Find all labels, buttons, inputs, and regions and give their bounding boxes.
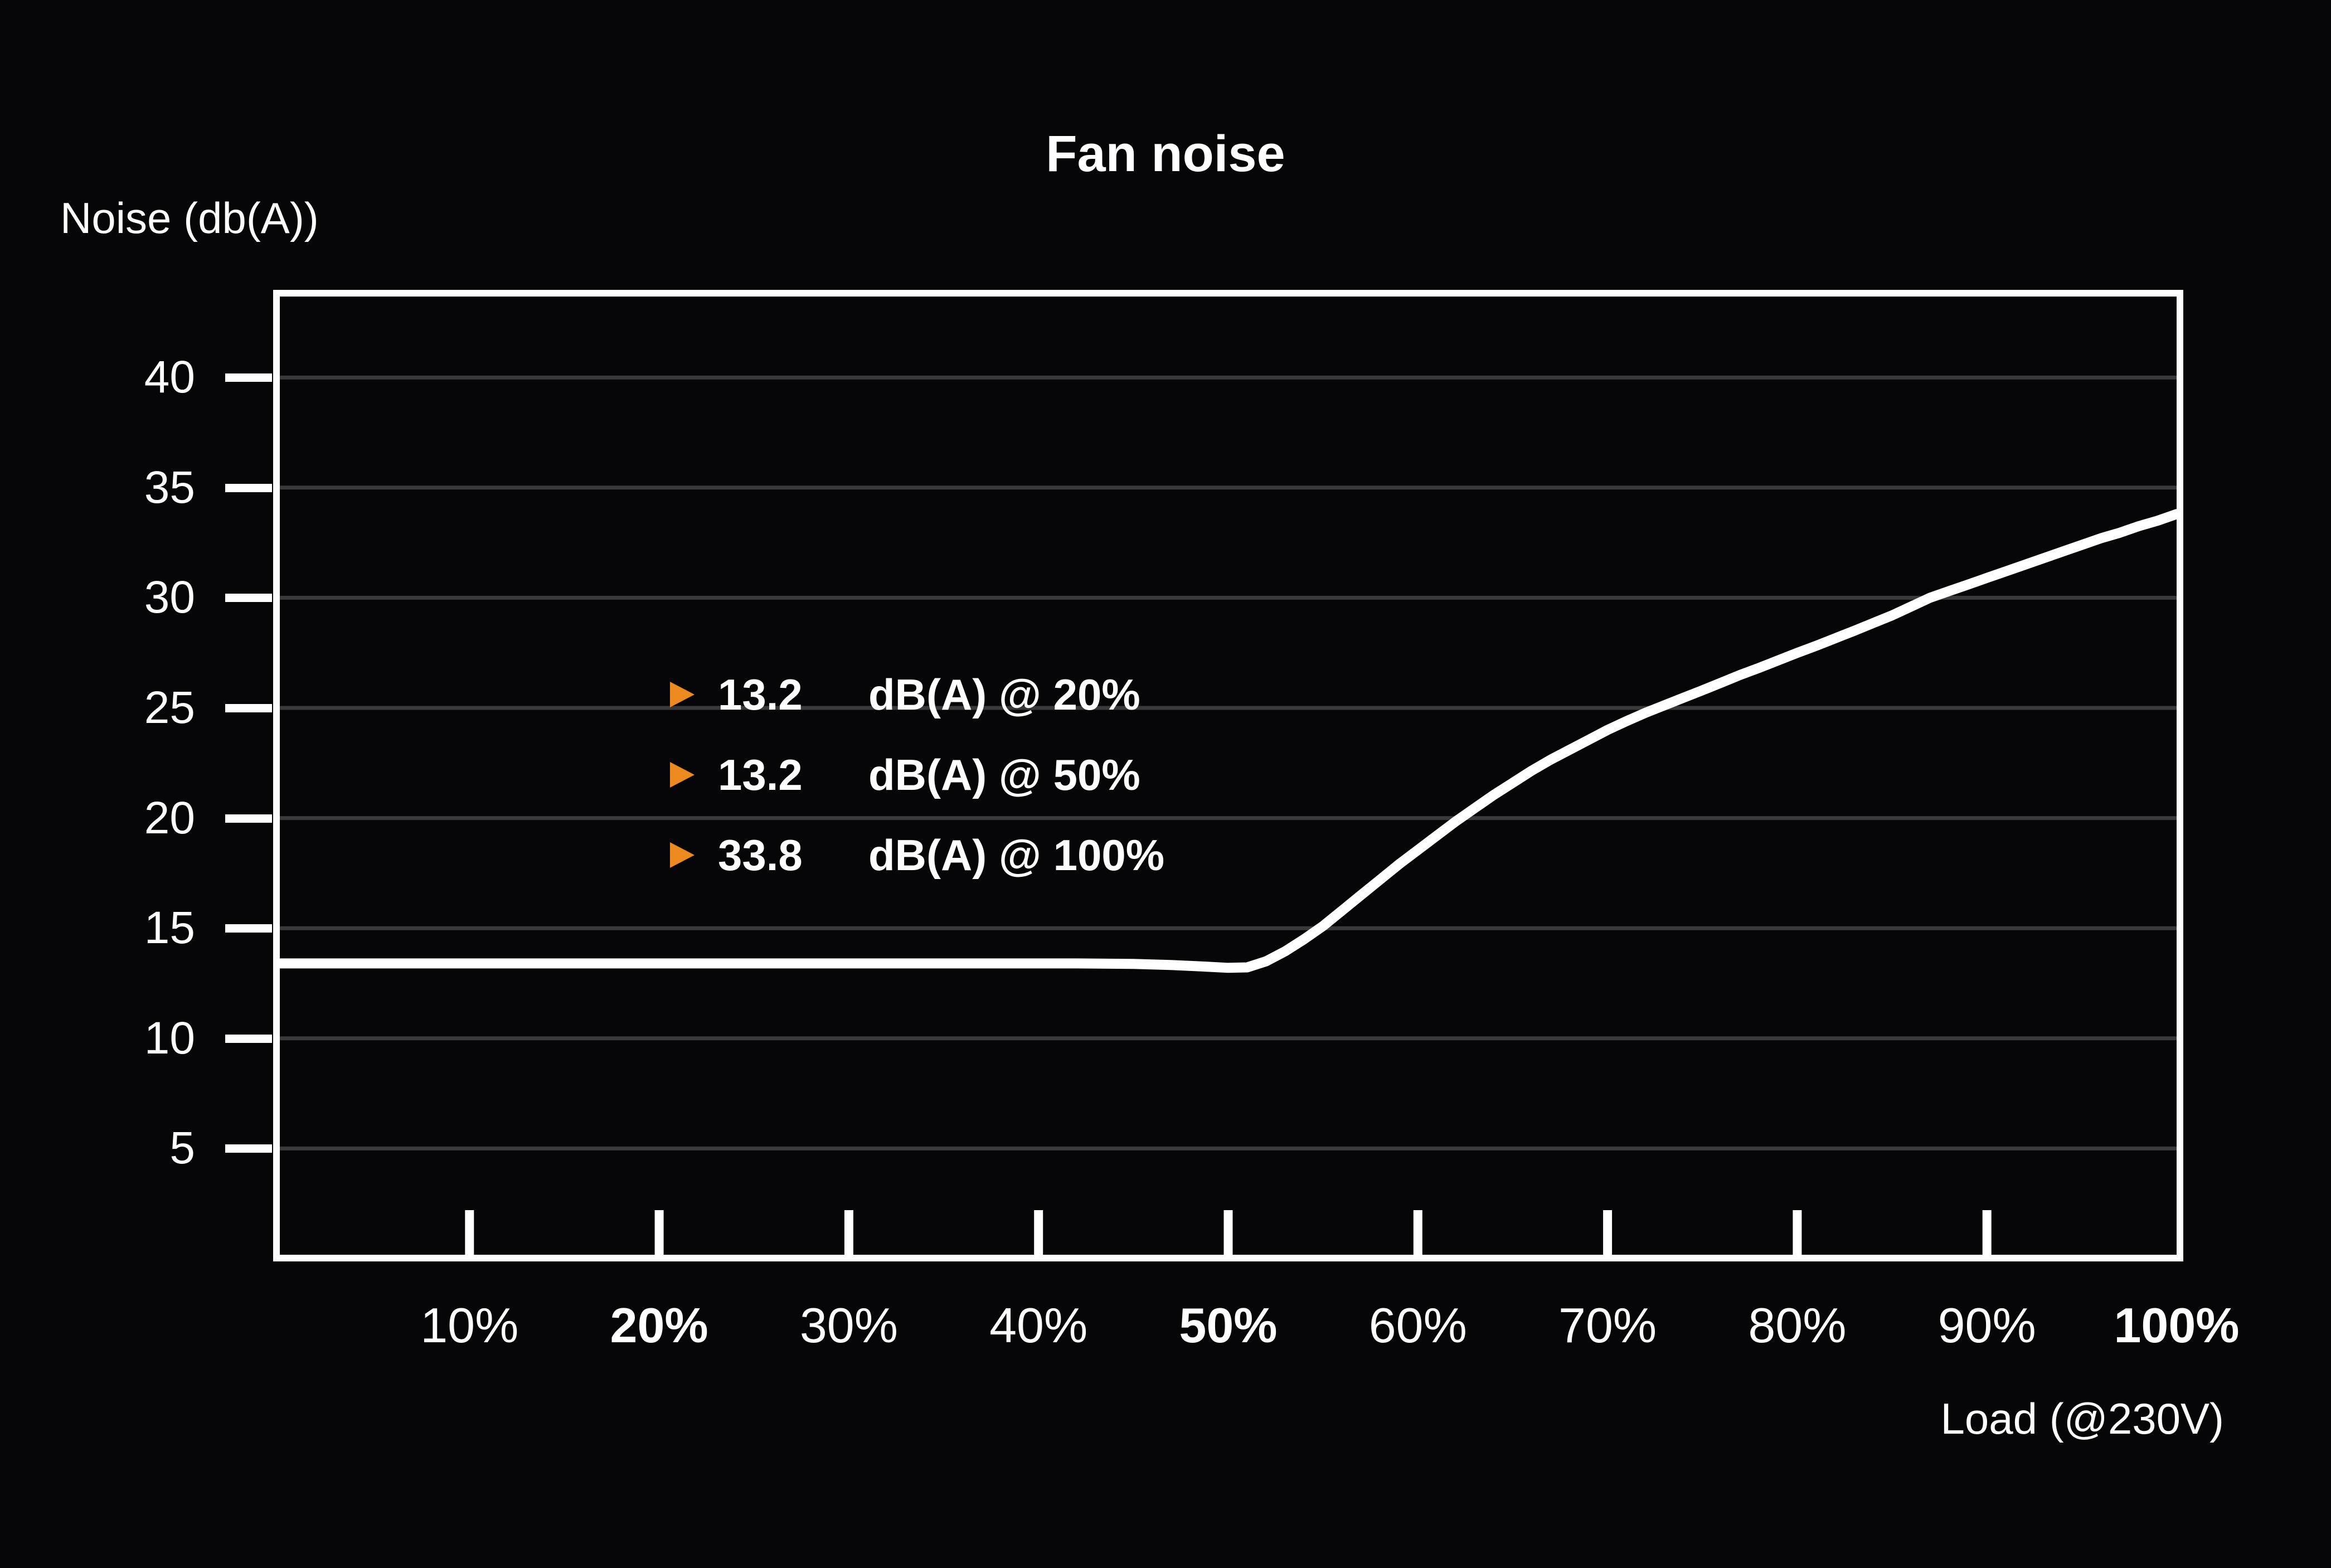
x-tick-label: 20% bbox=[610, 1298, 708, 1353]
x-tick-label: 10% bbox=[420, 1298, 519, 1353]
y-tick-mark bbox=[225, 483, 272, 492]
legend-text: dB(A) @ 100% bbox=[868, 830, 1165, 880]
noise-curve bbox=[280, 509, 2177, 973]
x-tick-mark bbox=[1034, 1210, 1043, 1255]
x-tick-label: 70% bbox=[1558, 1298, 1657, 1353]
y-tick-label: 25 bbox=[144, 682, 195, 733]
legend-text: dB(A) @ 20% bbox=[868, 669, 1140, 719]
chart-title: Fan noise bbox=[1046, 125, 1285, 182]
x-tick-mark bbox=[1413, 1210, 1422, 1255]
x-tick-label: 50% bbox=[1179, 1298, 1278, 1353]
legend-text: dB(A) @ 50% bbox=[868, 750, 1140, 799]
x-axis-title: Load (@230V) bbox=[1940, 1394, 2225, 1443]
plot-area: 13.2 dB(A) @ 20% 13.2 dB(A) @ 50% 33.8 dB(A) … bbox=[273, 290, 2183, 1261]
x-tick-mark bbox=[465, 1210, 474, 1255]
x-tick-label: 30% bbox=[799, 1298, 898, 1353]
legend: 13.2 dB(A) @ 20% 13.2 dB(A) @ 50% 33.8 dB(A) … bbox=[670, 670, 1164, 914]
y-tick-label: 15 bbox=[144, 902, 195, 954]
y-axis-title: Noise (db(A)) bbox=[60, 193, 319, 242]
y-tick-label: 40 bbox=[144, 352, 195, 403]
x-tick-label: 80% bbox=[1748, 1298, 1847, 1353]
x-tick-mark bbox=[844, 1210, 853, 1255]
legend-row: 33.8 dB(A) @ 100% bbox=[670, 831, 1164, 880]
triangle-marker-icon bbox=[670, 842, 695, 868]
legend-value: 13.2 bbox=[718, 750, 803, 799]
y-tick-mark bbox=[225, 594, 272, 603]
x-tick-label: 100% bbox=[2114, 1298, 2240, 1353]
y-tick-label: 10 bbox=[144, 1012, 195, 1064]
y-tick-label: 30 bbox=[144, 572, 195, 623]
y-tick-mark bbox=[225, 814, 272, 823]
x-tick-label: 40% bbox=[989, 1298, 1088, 1353]
x-tick-mark bbox=[654, 1210, 664, 1255]
x-tick-mark bbox=[1982, 1210, 1992, 1255]
x-tick-mark bbox=[1603, 1210, 1613, 1255]
legend-value: 33.8 bbox=[718, 830, 803, 880]
y-tick-mark bbox=[225, 704, 272, 712]
x-tick-label: 60% bbox=[1368, 1298, 1467, 1353]
y-tick-label: 20 bbox=[144, 792, 195, 843]
x-tick-marks bbox=[465, 1210, 1992, 1255]
y-tick-mark bbox=[225, 1034, 272, 1043]
legend-row: 13.2 dB(A) @ 50% bbox=[670, 750, 1164, 799]
plot-canvas bbox=[280, 375, 2177, 1255]
x-tick-label: 90% bbox=[1937, 1298, 2036, 1353]
legend-value: 13.2 bbox=[718, 669, 803, 719]
gridlines bbox=[280, 375, 2177, 1150]
y-tick-label: 35 bbox=[144, 462, 195, 513]
y-tick-label: 5 bbox=[169, 1123, 195, 1174]
triangle-marker-icon bbox=[670, 762, 695, 788]
y-tick-mark bbox=[225, 1144, 272, 1153]
y-tick-mark bbox=[225, 373, 272, 382]
triangle-marker-icon bbox=[670, 682, 695, 707]
y-tick-mark bbox=[225, 924, 272, 933]
x-tick-mark bbox=[1793, 1210, 1802, 1255]
legend-row: 13.2 dB(A) @ 20% bbox=[670, 670, 1164, 719]
x-tick-mark bbox=[1223, 1210, 1233, 1255]
